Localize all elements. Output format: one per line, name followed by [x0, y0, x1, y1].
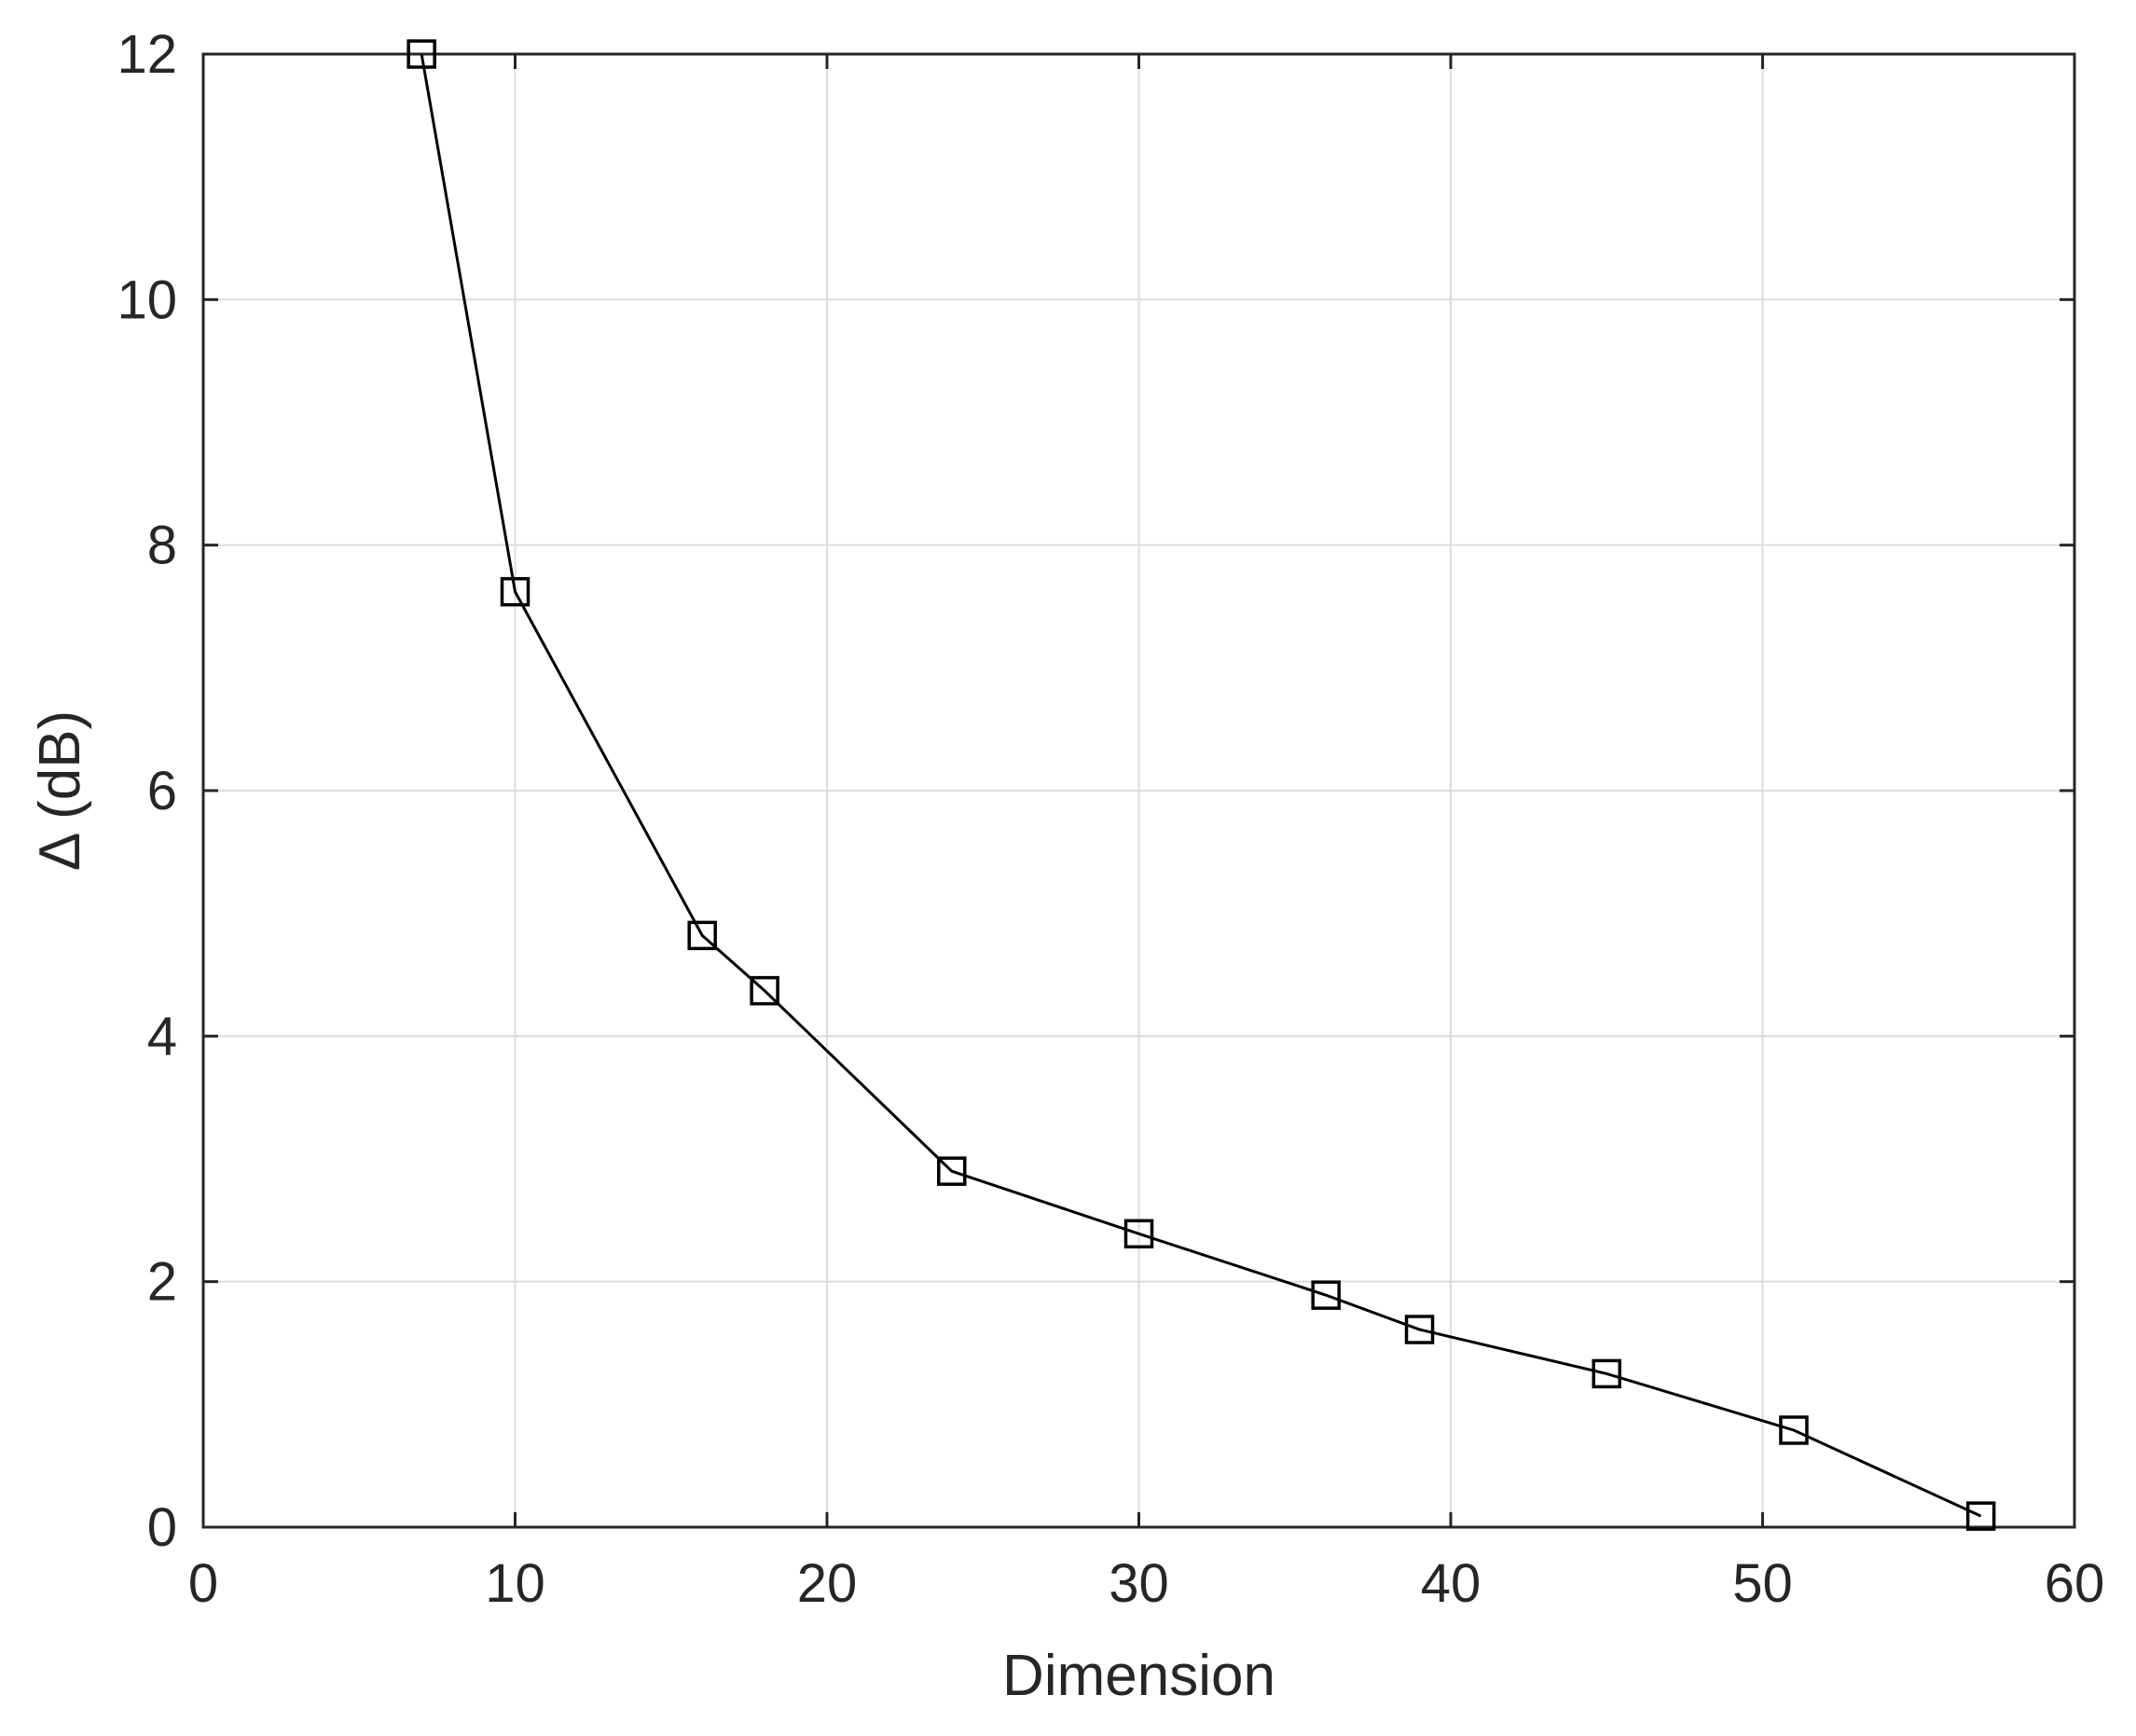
x-tick-label: 60 [2045, 1553, 2105, 1614]
data-point-marker [500, 576, 531, 607]
data-point-marker [1123, 1219, 1154, 1249]
x-tick-label: 20 [797, 1553, 858, 1614]
series [407, 39, 1996, 1531]
x-tick-label: 0 [188, 1553, 218, 1614]
x-tick-label: 50 [1732, 1553, 1793, 1614]
y-tick-label: 12 [117, 24, 177, 85]
y-tick-label: 6 [147, 761, 177, 821]
x-tick-label: 10 [485, 1553, 545, 1614]
data-point-marker [750, 975, 779, 1006]
y-tick-label: 8 [147, 516, 177, 576]
y-tick-label: 4 [147, 1006, 177, 1067]
data-point-marker [937, 1156, 967, 1186]
data-point-marker [1311, 1280, 1341, 1310]
data-point-marker [1592, 1358, 1621, 1389]
y-tick-label: 0 [147, 1497, 177, 1558]
data-point-marker [687, 920, 717, 951]
y-tick-label: 2 [147, 1252, 177, 1313]
data-point-marker [1965, 1501, 1996, 1531]
y-axis-label: Δ (dB) [28, 710, 92, 871]
x-tick-label: 40 [1421, 1553, 1481, 1614]
data-point-marker [1404, 1315, 1435, 1344]
grid [203, 54, 2074, 1527]
x-tick-label: 30 [1109, 1553, 1169, 1614]
x-axis-label: Dimension [1002, 1644, 1275, 1708]
series-line [420, 53, 1982, 1518]
data-point-marker [407, 39, 436, 69]
data-point-marker [1779, 1415, 1809, 1445]
ticks: 0 10 20 30 40 50 60 0 2 4 6 8 10 12 [117, 24, 2104, 1614]
y-tick-label: 10 [117, 269, 177, 330]
